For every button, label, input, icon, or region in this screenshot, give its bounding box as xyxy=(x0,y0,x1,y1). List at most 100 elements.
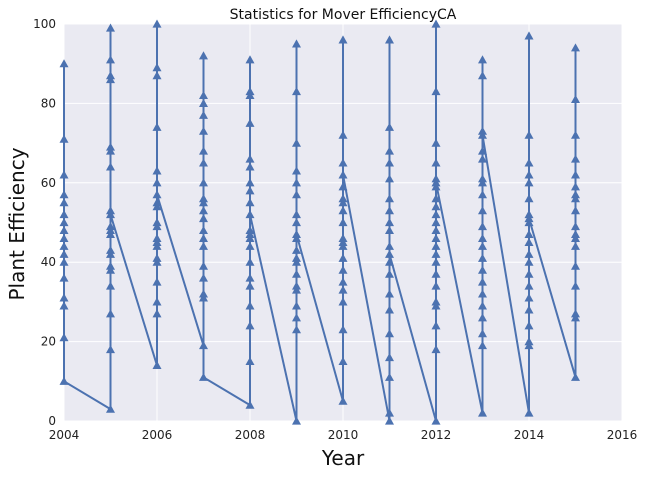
data-point-marker xyxy=(338,396,348,405)
data-point-marker xyxy=(106,249,115,258)
data-point-marker xyxy=(478,190,487,199)
data-point-marker xyxy=(478,341,487,350)
data-point-marker xyxy=(385,305,394,314)
data-point-marker xyxy=(524,214,534,223)
data-point-marker xyxy=(385,225,394,235)
data-point-marker xyxy=(338,158,348,167)
data-point-marker xyxy=(385,218,394,227)
data-point-marker xyxy=(245,273,255,282)
data-point-marker xyxy=(478,71,487,80)
data-point-marker xyxy=(524,249,534,258)
data-point-marker xyxy=(478,289,487,298)
data-point-marker xyxy=(199,293,208,302)
data-point-marker xyxy=(524,130,534,139)
data-point-marker xyxy=(292,416,301,425)
data-point-marker xyxy=(385,249,394,258)
data-point-marker xyxy=(385,257,394,266)
data-point-marker xyxy=(524,178,534,187)
data-point-marker xyxy=(478,277,487,286)
data-point-marker xyxy=(524,31,534,40)
data-point-marker xyxy=(524,408,534,417)
data-point-marker xyxy=(292,218,301,227)
data-point-marker xyxy=(431,218,441,227)
data-point-marker xyxy=(245,400,255,409)
data-point-marker xyxy=(59,257,69,266)
data-point-marker xyxy=(524,269,534,278)
data-point-marker xyxy=(292,301,301,310)
data-point-marker xyxy=(385,206,394,215)
data-point-marker xyxy=(338,285,348,294)
data-point-marker xyxy=(59,273,69,282)
data-point-marker xyxy=(478,55,487,64)
data-point-marker xyxy=(478,221,487,231)
data-point-marker xyxy=(478,241,487,250)
data-point-marker xyxy=(199,198,208,207)
data-point-marker xyxy=(571,241,580,250)
data-point-marker xyxy=(338,218,348,227)
data-point-marker xyxy=(292,210,301,219)
data-point-marker xyxy=(59,301,69,310)
data-point-marker xyxy=(338,237,348,246)
data-point-marker xyxy=(524,229,534,239)
data-point-marker xyxy=(292,325,301,334)
data-point-marker xyxy=(152,241,162,250)
data-point-marker xyxy=(106,281,115,290)
data-point-marker xyxy=(199,158,208,167)
data-point-marker xyxy=(199,90,208,100)
data-point-marker xyxy=(199,241,208,250)
y-tick-label: 0 xyxy=(48,414,56,428)
data-point-marker xyxy=(245,186,255,195)
data-point-marker xyxy=(571,221,580,231)
data-point-marker xyxy=(571,281,580,290)
data-point-marker xyxy=(385,372,394,381)
data-point-marker xyxy=(106,23,115,32)
data-point-marker xyxy=(199,341,208,350)
data-point-marker xyxy=(431,301,441,310)
data-point-marker xyxy=(478,329,487,338)
data-point-marker xyxy=(292,269,301,278)
data-point-marker xyxy=(199,261,208,270)
data-point-marker xyxy=(571,170,580,179)
chart-title: Statistics for Mover EfficiencyCA xyxy=(230,7,457,23)
x-tick-label: 2006 xyxy=(142,428,173,442)
data-point-marker xyxy=(245,257,255,266)
x-tick-label: 2014 xyxy=(514,428,545,442)
data-point-marker xyxy=(431,281,441,290)
data-point-marker xyxy=(106,146,115,155)
data-point-marker xyxy=(59,293,69,302)
x-tick-label: 2004 xyxy=(49,428,80,442)
data-point-marker xyxy=(199,372,208,381)
y-tick-label: 100 xyxy=(33,17,56,31)
data-point-marker xyxy=(571,313,580,322)
data-point-marker xyxy=(338,198,348,207)
data-point-marker xyxy=(571,154,580,163)
data-point-marker xyxy=(199,146,208,155)
data-point-marker xyxy=(571,190,580,199)
data-point-marker xyxy=(59,225,69,235)
data-point-marker xyxy=(59,170,69,179)
data-point-marker xyxy=(338,253,348,262)
data-point-marker xyxy=(59,249,69,258)
data-point-marker xyxy=(571,233,580,242)
data-point-marker xyxy=(59,59,69,68)
data-point-marker xyxy=(106,265,115,274)
data-point-marker xyxy=(478,301,487,310)
data-point-marker xyxy=(478,130,487,139)
data-point-marker xyxy=(431,138,441,147)
data-point-marker xyxy=(338,182,348,191)
data-point-marker xyxy=(524,293,534,302)
data-point-marker xyxy=(292,138,301,147)
data-point-marker xyxy=(524,281,534,290)
data-point-marker xyxy=(338,170,348,179)
data-point-marker xyxy=(199,98,208,107)
data-point-marker xyxy=(152,19,162,28)
data-point-marker xyxy=(59,333,69,342)
data-point-marker xyxy=(385,289,394,298)
data-point-marker xyxy=(524,194,534,203)
data-point-marker xyxy=(152,190,162,199)
data-point-marker xyxy=(152,71,162,80)
data-point-marker xyxy=(338,265,348,274)
data-point-marker xyxy=(59,218,69,227)
data-point-marker xyxy=(199,51,208,60)
